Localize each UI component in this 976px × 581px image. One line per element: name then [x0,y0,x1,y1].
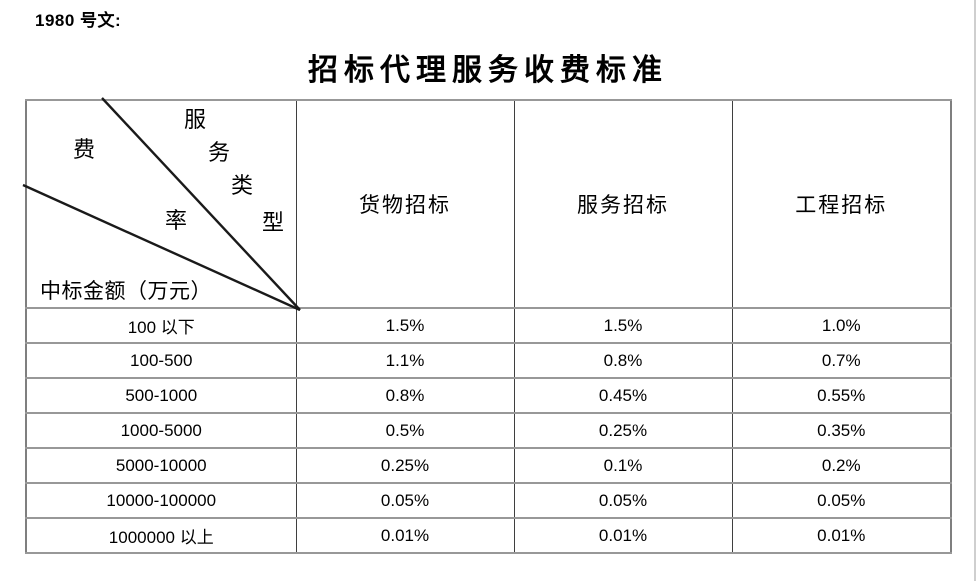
corner-cell: 服 费 务 类 率 型 中标金额（万元） [22,97,301,312]
fee-cell: 0.05% [513,482,733,519]
fee-cell: 0.01% [731,517,952,554]
row-label: 100-500 [25,342,297,379]
table-row: 1000-5000 0.5% 0.25% 0.35% [25,412,952,449]
fee-cell: 0.01% [513,517,733,554]
corner-rate-char-1: 费 [73,137,96,162]
fee-cell: 0.25% [513,412,733,449]
fee-table: 服 费 务 类 率 型 中标金额（万元） 货物招标 服务招标 工程招标 100 … [22,97,952,554]
col-header-engineering: 工程招标 [731,99,952,309]
doc-number: 1980 号文: [35,11,122,30]
fee-cell: 0.5% [295,412,515,449]
table-row: 100 以下 1.5% 1.5% 1.0% [25,307,952,344]
fee-cell: 0.8% [295,377,515,414]
fee-cell: 1.5% [513,307,733,344]
corner-type-char-1: 服 [184,107,207,132]
row-label: 10000-100000 [25,482,297,519]
corner-type-char-2: 务 [208,140,231,165]
fee-standards-table: 服 费 务 类 率 型 中标金额（万元） 货物招标 服务招标 工程招标 100 … [22,97,952,554]
row-label: 1000-5000 [25,412,297,449]
col-header-goods: 货物招标 [295,99,515,309]
diagonal-divider-lines [22,97,301,312]
row-label: 100 以下 [25,307,297,344]
fee-cell: 0.1% [513,447,733,484]
col-header-services: 服务招标 [513,99,733,309]
page-title: 招标代理服务收费标准 [308,54,668,87]
corner-rate-char-2: 率 [165,208,188,233]
fee-cell: 1.0% [731,307,952,344]
fee-cell: 0.01% [295,517,515,554]
page-edge-divider [974,0,976,581]
fee-cell: 0.25% [295,447,515,484]
table-row: 1000000 以上 0.01% 0.01% 0.01% [25,517,952,554]
table-row: 10000-100000 0.05% 0.05% 0.05% [25,482,952,519]
table-row: 100-500 1.1% 0.8% 0.7% [25,342,952,379]
fee-cell: 0.8% [513,342,733,379]
fee-cell: 1.1% [295,342,515,379]
row-label: 1000000 以上 [25,517,297,554]
fee-cell: 0.7% [731,342,952,379]
fee-cell: 0.55% [731,377,952,414]
fee-cell: 0.35% [731,412,952,449]
table-row: 5000-10000 0.25% 0.1% 0.2% [25,447,952,484]
row-label: 500-1000 [25,377,297,414]
row-label: 5000-10000 [25,447,297,484]
corner-type-char-3: 类 [231,173,254,198]
table-row: 500-1000 0.8% 0.45% 0.55% [25,377,952,414]
corner-type-char-4: 型 [262,210,285,235]
corner-amount-label: 中标金额（万元） [40,279,212,303]
fee-cell: 0.05% [731,482,952,519]
fee-cell: 0.45% [513,377,733,414]
fee-cell: 0.2% [731,447,952,484]
header-row: 服 费 务 类 率 型 中标金额（万元） 货物招标 服务招标 工程招标 [22,97,952,312]
fee-cell: 0.05% [295,482,515,519]
fee-cell: 1.5% [295,307,515,344]
